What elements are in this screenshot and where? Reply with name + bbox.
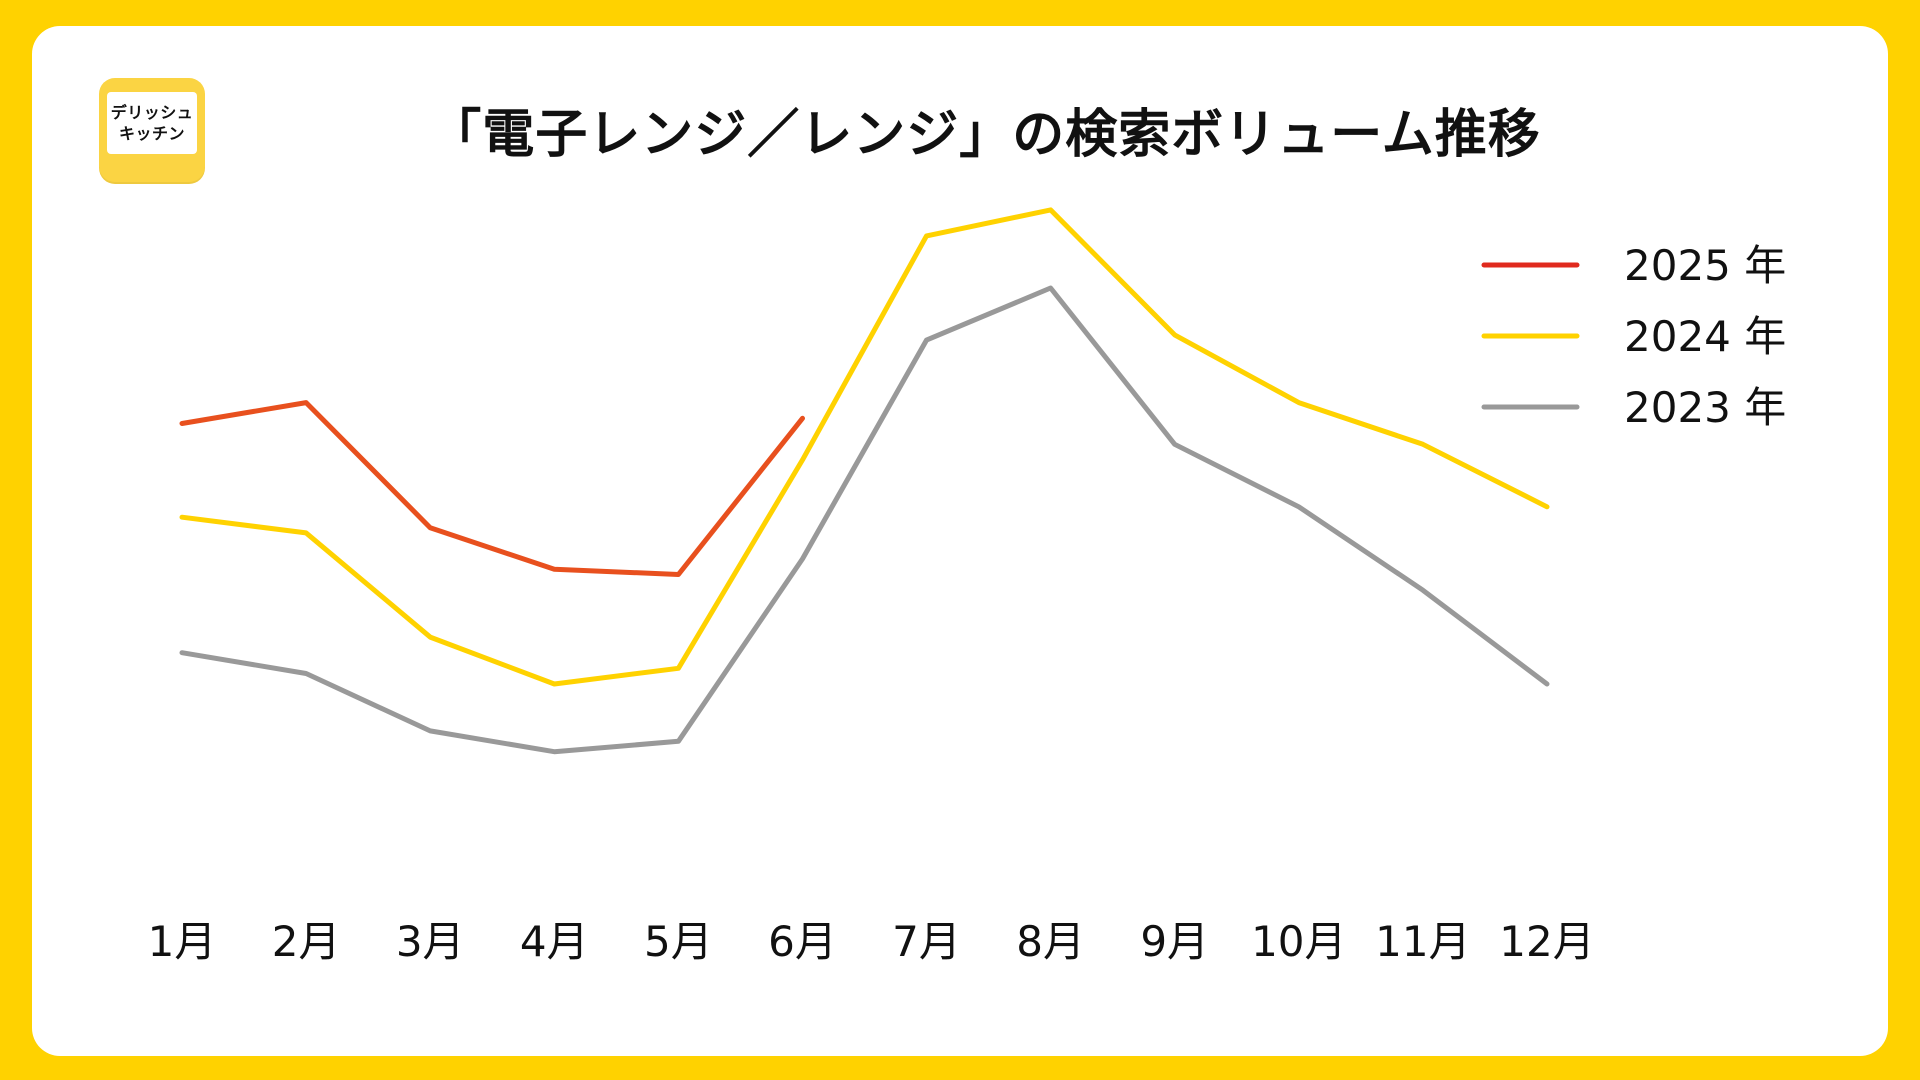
- series-line-2023: [179, 285, 1550, 755]
- legend-item-2024: 2024 年: [1481, 312, 1786, 361]
- x-tick-label: 10月: [1251, 917, 1346, 966]
- x-axis: 1月 2月 3月 4月 5月 6月 7月 8月 9月 10月 11月 12月: [148, 917, 1595, 966]
- series-line-2025: [179, 400, 805, 577]
- brand-logo: デリッシュ キッチン: [99, 78, 205, 184]
- x-tick-label: 1月: [148, 917, 217, 966]
- x-tick-label: 6月: [768, 917, 837, 966]
- legend-label: 2024 年: [1624, 312, 1786, 361]
- series-layer: [179, 207, 1550, 755]
- brand-logo-line-1: デリッシュ: [110, 103, 194, 122]
- x-tick-label: 9月: [1140, 917, 1209, 966]
- chart-card: [32, 26, 1888, 1056]
- x-tick-label: 4月: [520, 917, 589, 966]
- brand-logo-label: デリッシュ キッチン: [107, 92, 197, 154]
- x-tick-label: 5月: [644, 917, 713, 966]
- x-tick-label: 11月: [1375, 917, 1470, 966]
- brand-logo-line-2: キッチン: [118, 124, 185, 143]
- chart-title: 「電子レンジ／レンジ」の検索ボリューム推移: [429, 105, 1541, 165]
- x-tick-label: 2月: [272, 917, 341, 966]
- legend-item-2025: 2025 年: [1481, 241, 1786, 290]
- x-tick-label: 7月: [892, 917, 961, 966]
- x-tick-label: 3月: [396, 917, 465, 966]
- x-tick-label: 12月: [1499, 917, 1594, 966]
- series-line-2024: [179, 207, 1550, 687]
- legend: 2025 年 2024 年 2023 年: [1481, 241, 1786, 432]
- legend-item-2023: 2023 年: [1481, 383, 1786, 432]
- x-tick-label: 8月: [1016, 917, 1085, 966]
- legend-label: 2023 年: [1624, 383, 1786, 432]
- legend-label: 2025 年: [1624, 241, 1786, 290]
